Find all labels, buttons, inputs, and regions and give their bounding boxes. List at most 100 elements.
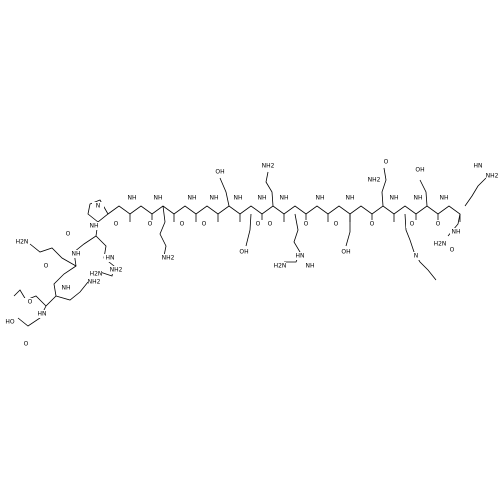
atom-label-bg (410, 252, 422, 260)
atom-label-bg (262, 162, 274, 170)
atom-label-bg (238, 248, 250, 256)
atom-label: NH (258, 195, 267, 202)
atom-label: H2N (274, 263, 287, 270)
side-chain-bond (219, 177, 230, 207)
atom-label-bg (104, 254, 116, 262)
atom-label-bg (438, 194, 450, 202)
atom-label: NH (72, 251, 81, 258)
atom-label-bg (144, 220, 156, 228)
atom-label: HO (5, 319, 15, 326)
atom-label-bg (88, 278, 100, 286)
atom-label-bg (252, 220, 264, 228)
atom-label-bg (36, 310, 48, 318)
atom-label-bg (198, 220, 210, 228)
atom-label-bg (412, 194, 424, 202)
side-chain-bond (29, 243, 77, 267)
atom-label: O (370, 221, 375, 228)
atom-label: H2N (434, 241, 447, 248)
atom-label-bg (70, 250, 82, 258)
atom-label-bg (300, 220, 312, 228)
atom-label: HN (38, 311, 47, 318)
atom-label-bg (314, 194, 326, 202)
side-chain-bond (419, 179, 428, 207)
atom-label-bg (388, 194, 400, 202)
atom-label: O (436, 221, 441, 228)
atom-label-bg (16, 238, 28, 246)
atom-label-bg (60, 284, 72, 292)
atom-label-bg (186, 194, 198, 202)
atom-label: OH (239, 249, 248, 256)
atom-label: O (384, 159, 389, 166)
atom-label: NH (154, 195, 163, 202)
atom-label: O (180, 221, 185, 228)
atoms: HOOHNONHNH2ONHH2NONHHNNH2H2NNONHONHNH2ON… (4, 158, 499, 348)
atom-label-bg (62, 230, 74, 238)
atom-label: NH (128, 195, 137, 202)
atom-label: O (44, 263, 49, 270)
atom-label: NH2 (368, 177, 381, 184)
atom-label: NH (346, 195, 355, 202)
atom-label-bg (24, 298, 36, 306)
atom-label: O (148, 221, 153, 228)
atom-label-bg (20, 340, 32, 348)
atom-label-bg (256, 194, 268, 202)
atom-label: NH (188, 195, 197, 202)
atom-label: NH (210, 195, 219, 202)
atom-label-bg (176, 220, 188, 228)
atom-label-bg (486, 172, 498, 180)
atom-label: NH2 (88, 279, 101, 286)
atom-label: NH (62, 285, 71, 292)
atom-label-bg (344, 194, 356, 202)
atom-label-bg (304, 262, 316, 270)
atom-label-bg (278, 194, 290, 202)
atom-label-bg (92, 202, 104, 210)
atom-label: H2N (90, 271, 103, 278)
atom-label-bg (40, 262, 52, 270)
atom-label: NH (280, 195, 289, 202)
atom-label: N (96, 203, 101, 210)
atom-label: NH (234, 195, 243, 202)
atom-label-bg (126, 194, 138, 202)
atom-label: NH (414, 195, 423, 202)
atom-label: O (304, 221, 309, 228)
atom-label-bg (264, 220, 276, 228)
atom-label-bg (208, 194, 220, 202)
atom-label: H2N (16, 239, 29, 246)
side-chain-bond (284, 213, 301, 263)
atom-label: NH2 (486, 173, 499, 180)
atom-label: NH (90, 223, 99, 230)
atom-label-bg (4, 318, 16, 326)
atom-label-bg (214, 168, 226, 176)
side-chain-bond (381, 167, 387, 207)
atom-label-bg (366, 220, 378, 228)
side-chain-bond (265, 171, 274, 207)
atom-label-bg (90, 270, 102, 278)
atom-label-bg (432, 220, 444, 228)
atom-label: HN (296, 253, 305, 260)
atom-label: NH (440, 195, 449, 202)
side-chain-bond (55, 281, 89, 301)
side-chain-bond (464, 177, 487, 207)
atom-label-bg (368, 176, 380, 184)
side-chain-bond (245, 213, 252, 247)
atom-label: N (414, 253, 419, 260)
atom-label: NH (390, 195, 399, 202)
atom-label-bg (414, 166, 426, 174)
atom-label: O (334, 221, 339, 228)
atom-label: O (410, 221, 415, 228)
atom-label-bg (380, 158, 392, 166)
atom-label: NH2 (110, 267, 123, 274)
atom-label: O (450, 247, 455, 254)
atom-label-bg (88, 222, 100, 230)
atom-label-bg (294, 252, 306, 260)
side-chain-bond (159, 205, 167, 257)
atom-label-bg (110, 220, 122, 228)
atom-label-bg (162, 254, 174, 262)
atom-label: O (114, 221, 119, 228)
atom-label-bg (274, 262, 286, 270)
atom-label-bg (446, 246, 458, 254)
atom-label: NH2 (162, 255, 175, 262)
atom-label: OH (215, 169, 224, 176)
atom-label: O (28, 299, 33, 306)
